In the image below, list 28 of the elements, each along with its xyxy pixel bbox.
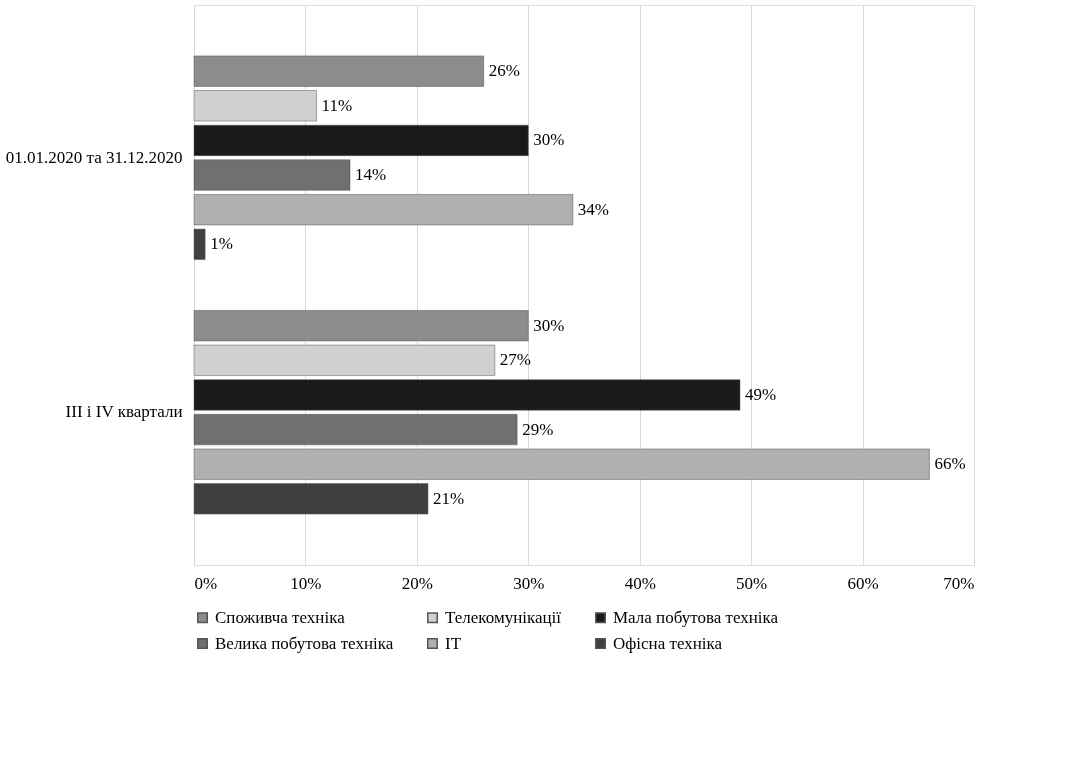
y-tick-label: 01.01.2020 та 31.12.2020 (5, 147, 183, 167)
data-label: 29% (522, 419, 554, 439)
data-label: 34% (577, 199, 610, 219)
data-label: 30% (533, 130, 565, 150)
x-tick-label: 70% (943, 573, 975, 593)
data-label: 11% (321, 95, 353, 115)
x-tick-label: 60% (847, 573, 879, 593)
legend-label: Мала побутова техніка (613, 607, 779, 627)
data-label: 66% (934, 454, 966, 474)
legend-label: Велика побутова техніка (215, 633, 394, 653)
x-tick-label: 50% (736, 573, 768, 593)
legend-label: Споживча техніка (215, 607, 346, 627)
x-tick-label: 0% (194, 573, 218, 593)
data-label: 27% (499, 350, 532, 370)
x-tick-label: 40% (624, 573, 656, 593)
data-label: 49% (745, 384, 777, 404)
x-tick-label: 20% (401, 573, 433, 593)
legend-label: Офісна техніка (613, 633, 723, 653)
legend-label: IT (445, 633, 462, 653)
x-tick-label: 10% (290, 573, 322, 593)
data-label: 14% (355, 165, 387, 185)
data-label: 26% (488, 61, 520, 81)
data-label: 30% (533, 315, 565, 335)
legend-label: Телекомунікації (445, 607, 562, 627)
data-label: 1% (210, 234, 233, 254)
x-tick-label: 30% (513, 573, 545, 593)
y-tick-label: III і IV квартали (65, 402, 183, 422)
data-label: 21% (433, 488, 465, 508)
